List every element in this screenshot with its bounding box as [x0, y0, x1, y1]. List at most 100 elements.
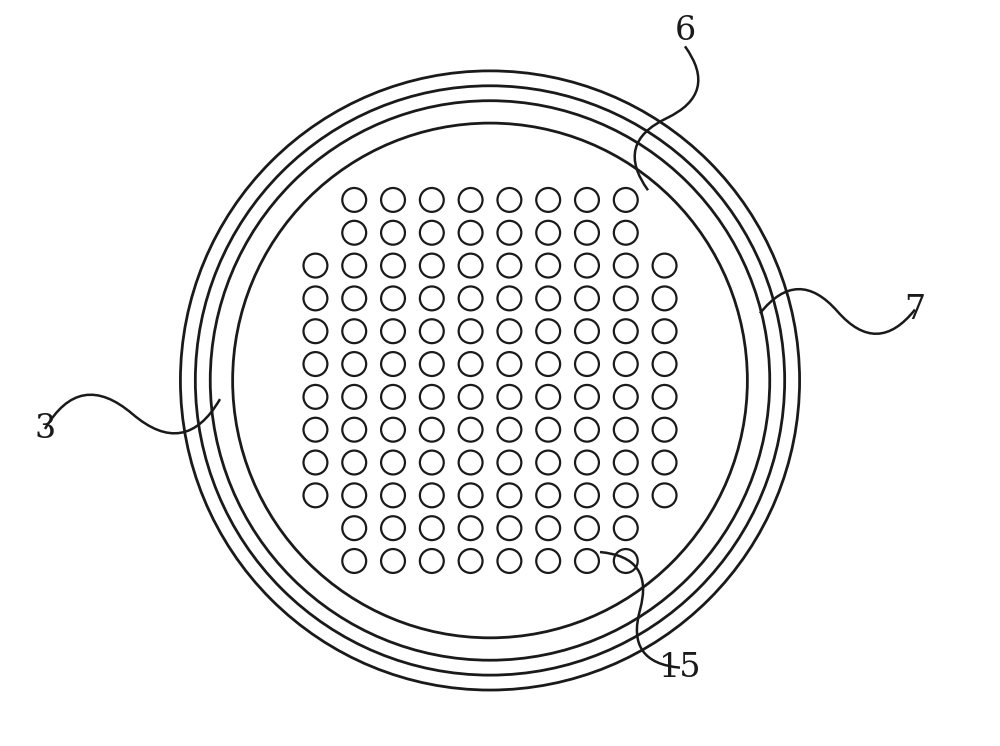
Circle shape: [459, 516, 483, 540]
Circle shape: [459, 385, 483, 409]
Circle shape: [342, 319, 366, 343]
Circle shape: [459, 254, 483, 278]
Circle shape: [653, 352, 677, 376]
Circle shape: [420, 286, 444, 310]
Circle shape: [420, 483, 444, 507]
Circle shape: [342, 451, 366, 474]
Circle shape: [614, 451, 638, 474]
Circle shape: [342, 352, 366, 376]
Circle shape: [653, 286, 677, 310]
Circle shape: [420, 352, 444, 376]
Circle shape: [381, 286, 405, 310]
Circle shape: [381, 483, 405, 507]
Circle shape: [381, 352, 405, 376]
Circle shape: [497, 352, 521, 376]
Circle shape: [497, 385, 521, 409]
Circle shape: [614, 319, 638, 343]
Circle shape: [381, 516, 405, 540]
Circle shape: [497, 188, 521, 212]
Circle shape: [536, 549, 560, 573]
Circle shape: [420, 188, 444, 212]
Circle shape: [342, 385, 366, 409]
Circle shape: [497, 221, 521, 245]
Circle shape: [614, 483, 638, 507]
Circle shape: [304, 483, 327, 507]
Circle shape: [575, 451, 599, 474]
Circle shape: [381, 221, 405, 245]
Circle shape: [342, 516, 366, 540]
Circle shape: [233, 123, 747, 638]
Circle shape: [536, 516, 560, 540]
Circle shape: [342, 221, 366, 245]
Circle shape: [342, 254, 366, 278]
Circle shape: [381, 418, 405, 442]
Circle shape: [536, 352, 560, 376]
Circle shape: [536, 221, 560, 245]
Circle shape: [536, 188, 560, 212]
Circle shape: [304, 418, 327, 442]
Circle shape: [459, 451, 483, 474]
Circle shape: [536, 319, 560, 343]
Circle shape: [304, 385, 327, 409]
Circle shape: [536, 418, 560, 442]
Text: 6: 6: [674, 16, 696, 47]
Circle shape: [614, 188, 638, 212]
Circle shape: [459, 549, 483, 573]
Circle shape: [497, 516, 521, 540]
Circle shape: [614, 418, 638, 442]
Circle shape: [575, 385, 599, 409]
Circle shape: [459, 188, 483, 212]
Circle shape: [575, 418, 599, 442]
Circle shape: [614, 385, 638, 409]
Circle shape: [575, 483, 599, 507]
Circle shape: [381, 451, 405, 474]
Circle shape: [342, 418, 366, 442]
Circle shape: [420, 549, 444, 573]
Circle shape: [459, 221, 483, 245]
Circle shape: [575, 352, 599, 376]
Circle shape: [575, 549, 599, 573]
Circle shape: [381, 385, 405, 409]
Circle shape: [420, 319, 444, 343]
Circle shape: [614, 221, 638, 245]
Circle shape: [304, 286, 327, 310]
Circle shape: [381, 254, 405, 278]
Circle shape: [653, 385, 677, 409]
Circle shape: [304, 254, 327, 278]
Circle shape: [614, 516, 638, 540]
Circle shape: [420, 451, 444, 474]
Circle shape: [653, 254, 677, 278]
Circle shape: [497, 286, 521, 310]
Circle shape: [497, 549, 521, 573]
Circle shape: [420, 385, 444, 409]
Circle shape: [381, 319, 405, 343]
Circle shape: [536, 385, 560, 409]
Circle shape: [536, 286, 560, 310]
Circle shape: [459, 286, 483, 310]
Circle shape: [420, 221, 444, 245]
Text: 15: 15: [659, 652, 701, 683]
Circle shape: [459, 483, 483, 507]
Circle shape: [575, 319, 599, 343]
Circle shape: [459, 352, 483, 376]
Circle shape: [342, 483, 366, 507]
Circle shape: [210, 101, 770, 660]
Circle shape: [459, 319, 483, 343]
Circle shape: [304, 451, 327, 474]
Circle shape: [420, 254, 444, 278]
Circle shape: [614, 254, 638, 278]
Circle shape: [575, 188, 599, 212]
Circle shape: [575, 516, 599, 540]
Circle shape: [497, 418, 521, 442]
Circle shape: [653, 319, 677, 343]
Circle shape: [497, 254, 521, 278]
Circle shape: [497, 319, 521, 343]
Circle shape: [575, 221, 599, 245]
Circle shape: [653, 451, 677, 474]
Circle shape: [614, 549, 638, 573]
Circle shape: [381, 549, 405, 573]
Circle shape: [420, 418, 444, 442]
Text: 3: 3: [34, 413, 56, 445]
Circle shape: [304, 352, 327, 376]
Circle shape: [304, 319, 327, 343]
